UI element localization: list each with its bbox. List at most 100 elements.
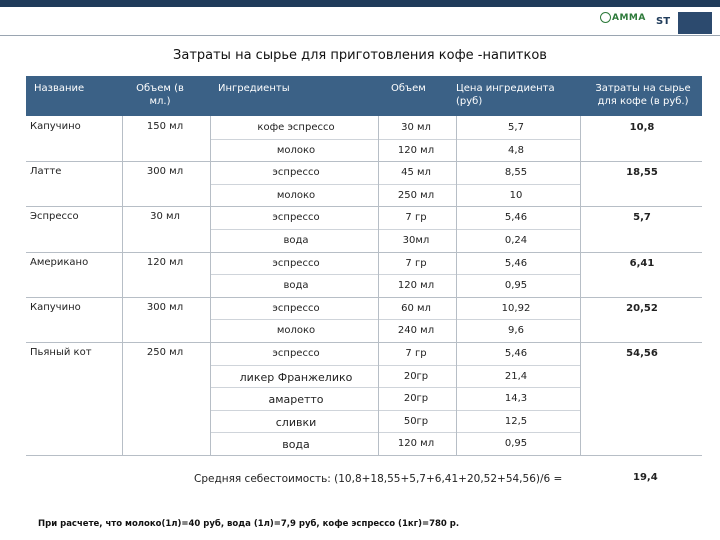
- page-title: Затраты на сырье для приготовления кофе …: [173, 48, 547, 63]
- price-cell: 10,92: [501, 302, 531, 314]
- price-cell: 5,46: [504, 212, 528, 224]
- amount-cell: 7 гр: [405, 212, 427, 224]
- price-cell: 21,4: [504, 370, 528, 382]
- col-header-price: Цена ингредиента (руб): [456, 83, 555, 107]
- group-divider: [26, 455, 702, 456]
- col-header-amount: Объем: [391, 83, 426, 94]
- amount-cell: 120 мл: [397, 438, 435, 450]
- price-cell: 8,55: [504, 167, 528, 179]
- average-cost-value: 19,4: [633, 472, 658, 483]
- footnote: При расчете, что молоко(1л)=40 руб, вода…: [38, 519, 460, 529]
- amount-cell: 30мл: [402, 235, 430, 246]
- ingredient-cell: молоко: [276, 144, 316, 156]
- row-divider: [210, 409, 580, 411]
- price-cell: 10: [509, 189, 523, 201]
- ingredient-cell: молоко: [276, 189, 316, 201]
- drink-volume-cell: 300 мл: [146, 301, 184, 313]
- ingredient-cell: сливки: [275, 415, 317, 429]
- row-divider: [210, 229, 580, 230]
- drink-name-cell: Эспрессо: [30, 211, 79, 223]
- price-cell: 5,7: [508, 122, 524, 133]
- group-divider: [26, 342, 702, 343]
- amount-cell: 120 мл: [397, 280, 435, 292]
- group-divider: [26, 296, 702, 298]
- summary-row: Средняя себестоимость: (10,8+18,55+5,7+6…: [26, 468, 702, 492]
- ingredient-cell: эспрессо: [272, 348, 320, 359]
- ingredient-cell: эспрессо: [272, 302, 320, 314]
- row-divider: [210, 138, 580, 140]
- ingredient-cell: эспрессо: [272, 167, 320, 179]
- row-divider: [210, 364, 580, 366]
- logo-area: АММА ST: [600, 10, 715, 35]
- drink-name-cell: Американо: [30, 256, 89, 268]
- column-divider: [210, 116, 211, 455]
- drink-name-cell: Пьяный кот: [30, 347, 92, 358]
- ingredient-cell: вода: [282, 438, 310, 452]
- amount-cell: 45 мл: [401, 167, 431, 179]
- row-divider: [210, 183, 580, 185]
- ingredient-cell: вода: [283, 235, 309, 246]
- col-header-total: Затраты на сырье для кофе (в руб.): [595, 83, 691, 107]
- drink-name-cell: Латте: [30, 166, 62, 178]
- logo-emblem-icon: [600, 12, 611, 23]
- drink-volume-cell: 300 мл: [146, 166, 184, 178]
- price-cell: 0,95: [504, 280, 528, 292]
- header-divider: [0, 35, 720, 36]
- price-cell: 9,6: [508, 325, 524, 337]
- ingredient-cell: кофе эспрессо: [257, 122, 335, 133]
- column-divider: [580, 116, 581, 455]
- group-divider: [26, 161, 702, 163]
- ingredient-cell: эспрессо: [272, 257, 320, 269]
- price-cell: 4,8: [508, 144, 524, 156]
- amount-cell: 50гр: [403, 415, 429, 427]
- drink-name-cell: Капучино: [30, 301, 81, 313]
- logo-text: АММА: [612, 13, 646, 23]
- column-divider: [378, 116, 379, 455]
- price-cell: 5,46: [504, 348, 528, 359]
- table-body: кофе эспрессо 30 мл 5,7 молоко 120 мл 4,8 Капу…: [26, 116, 702, 500]
- price-cell: 5,46: [504, 257, 528, 269]
- row-divider: [210, 274, 580, 276]
- average-cost-label: Средняя себестоимость: (10,8+18,55+5,7+6…: [194, 473, 563, 485]
- drink-volume-cell: 30 мл: [150, 211, 180, 223]
- drink-total-cell: 10,8: [629, 122, 655, 133]
- st-label: ST: [656, 16, 671, 27]
- amount-cell: 20гр: [403, 370, 429, 382]
- drink-total-cell: 6,41: [629, 257, 655, 269]
- amount-cell: 7 гр: [405, 257, 427, 269]
- column-divider: [122, 116, 123, 455]
- ingredient-cell: эспрессо: [272, 212, 320, 224]
- drink-volume-cell: 120 мл: [146, 256, 184, 268]
- table-header: Название Объем (в мл.) Ингредиенты Объем…: [26, 76, 702, 116]
- drink-total-cell: 20,52: [626, 302, 658, 314]
- amount-cell: 30 мл: [401, 122, 431, 133]
- ingredient-cell: молоко: [276, 325, 316, 337]
- group-divider: [26, 251, 702, 253]
- drink-total-cell: 18,55: [626, 167, 658, 179]
- ingredient-cell: амаретто: [268, 393, 324, 407]
- drink-volume-cell: 150 мл: [146, 121, 184, 132]
- ingredient-cell: ликер Франжелико: [239, 370, 353, 384]
- partner-logo-icon: [678, 12, 712, 34]
- amount-cell: 250 мл: [397, 189, 435, 201]
- row-divider: [210, 387, 580, 389]
- drink-total-cell: 54,56: [626, 348, 658, 359]
- price-cell: 12,5: [504, 415, 528, 427]
- amount-cell: 20гр: [403, 393, 429, 405]
- drink-total-cell: 5,7: [633, 212, 651, 224]
- drink-name-cell: Капучино: [30, 121, 81, 132]
- col-header-volume: Объем (в мл.): [136, 83, 184, 107]
- drink-volume-cell: 250 мл: [146, 347, 184, 358]
- amount-cell: 240 мл: [397, 325, 435, 337]
- price-cell: 0,24: [504, 235, 528, 246]
- amount-cell: 120 мл: [397, 144, 435, 156]
- col-header-ingredients: Ингредиенты: [218, 83, 290, 94]
- column-divider: [456, 116, 457, 455]
- row-divider: [210, 319, 580, 321]
- price-cell: 14,3: [504, 393, 528, 405]
- amount-cell: 60 мл: [401, 302, 431, 314]
- amount-cell: 7 гр: [405, 348, 427, 359]
- ingredient-cell: вода: [283, 280, 309, 292]
- col-header-name: Название: [34, 83, 85, 94]
- cost-table: Название Объем (в мл.) Ингредиенты Объем…: [26, 76, 702, 500]
